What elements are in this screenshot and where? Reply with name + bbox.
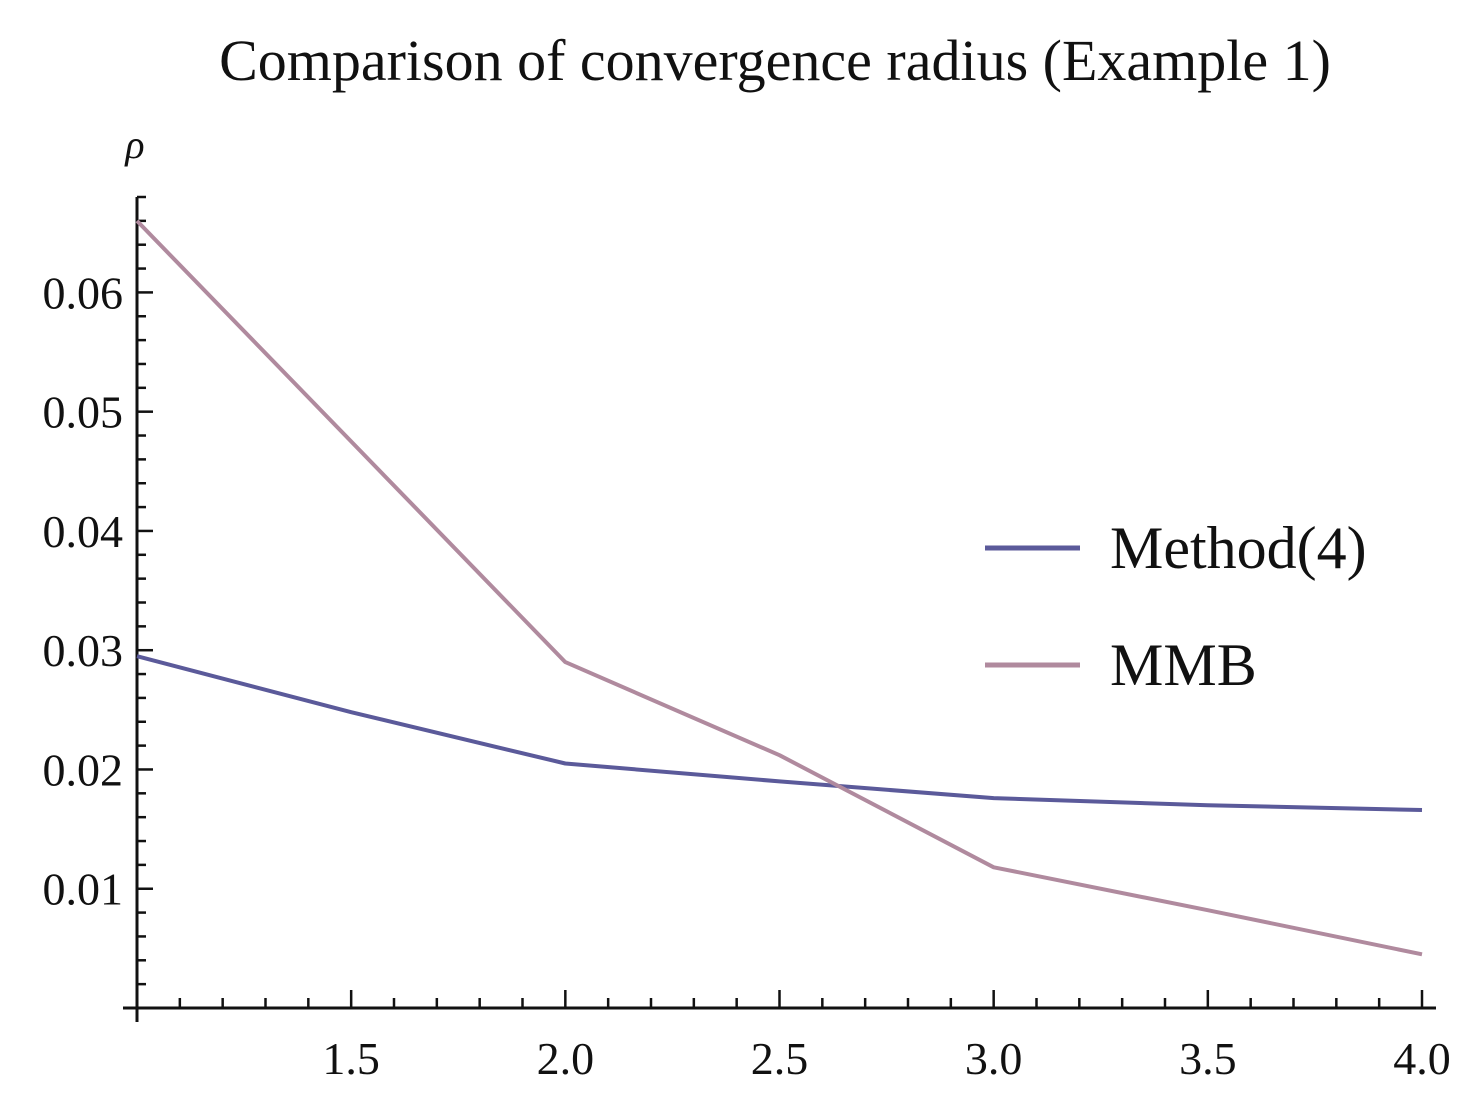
y-tick-label: 0.01 [43, 864, 124, 915]
x-tick-label: 4.0 [1393, 1033, 1451, 1084]
legend-item: Method(4) [985, 515, 1367, 581]
series-line-mmb [135, 219, 1423, 957]
y-tick-label: 0.03 [43, 625, 124, 676]
y-tick-label: 0.02 [43, 744, 124, 795]
y-tick-label: 0.04 [43, 506, 124, 557]
legend-label: Method(4) [1110, 515, 1367, 581]
x-tick-label: 3.0 [965, 1033, 1023, 1084]
x-tick-label: 2.0 [537, 1033, 595, 1084]
x-tick-label: 1.5 [322, 1033, 380, 1084]
x-tick-label: 2.5 [751, 1033, 809, 1084]
x-axis-ticks: 1.5 2.0 2.5 3.0 3.5 4.0 [178, 990, 1451, 1084]
x-tick-label: 3.5 [1179, 1033, 1237, 1084]
y-axis-label: ρ [123, 122, 144, 167]
y-axis-ticks: 0.01 0.02 0.03 0.04 0.05 0.06 [43, 195, 153, 986]
series-line-method-4 [136, 654, 1423, 812]
legend: Method(4) MMB [985, 515, 1367, 698]
y-tick-label: 0.06 [43, 267, 124, 318]
legend-label: MMB [1110, 632, 1257, 698]
series-lines [135, 219, 1423, 957]
y-tick-label: 0.05 [43, 387, 124, 438]
axes [123, 197, 1436, 1022]
chart-title: Comparison of convergence radius (Exampl… [219, 28, 1331, 93]
legend-item: MMB [985, 632, 1257, 698]
